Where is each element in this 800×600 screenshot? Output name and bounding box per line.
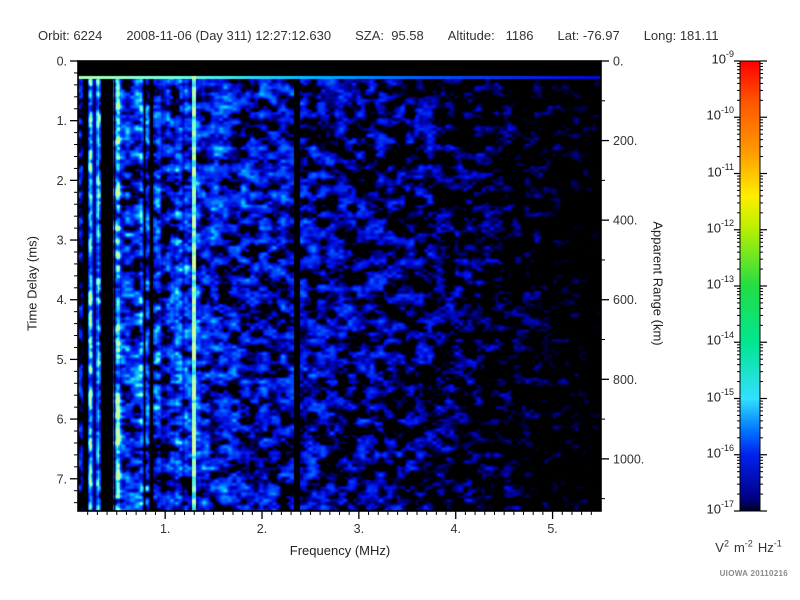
spectrogram-canvas bbox=[78, 61, 601, 511]
header-latitude: Lat: -76.97 bbox=[557, 28, 620, 43]
svg-text:4.: 4. bbox=[451, 522, 461, 536]
y-axis-title-right: Apparent Range (km) bbox=[650, 221, 666, 346]
header-sza: SZA: 95.58 bbox=[355, 28, 424, 43]
right-axis-ticks: 0. 200. 400. 600. 800. 1000. bbox=[601, 55, 644, 500]
header-datetime: 2008-11-06 (Day 311) 12:27:12.630 bbox=[126, 28, 332, 43]
watermark: UIOWA 20110216 bbox=[719, 569, 788, 578]
colorbar-tick-label: 10-13 bbox=[706, 274, 734, 292]
svg-text:2.: 2. bbox=[257, 522, 267, 536]
svg-text:7.: 7. bbox=[57, 472, 67, 486]
colorbar-tick-label: 10-14 bbox=[706, 330, 734, 348]
svg-text:2.: 2. bbox=[57, 174, 67, 188]
svg-text:1.: 1. bbox=[160, 522, 170, 536]
svg-text:5.: 5. bbox=[57, 353, 67, 367]
svg-text:600.: 600. bbox=[613, 293, 637, 307]
header-altitude: Altitude: 1186 bbox=[447, 28, 534, 43]
colorbar bbox=[734, 60, 767, 512]
colorbar-tick-label: 10-11 bbox=[707, 161, 734, 179]
colorbar-tick-label: 10-16 bbox=[706, 442, 734, 461]
x-axis-title: Frequency (MHz) bbox=[289, 543, 391, 558]
colorbar-tick-label: 10-12 bbox=[706, 217, 734, 236]
svg-text:3.: 3. bbox=[354, 522, 364, 536]
x-axis-ticks: 1. 2. 3. 4. 5. bbox=[87, 511, 592, 536]
header-longitude: Long: 181.11 bbox=[643, 28, 719, 43]
svg-text:3.: 3. bbox=[57, 234, 67, 248]
colorbar-unit-label: V2 m-2 Hz-1 bbox=[715, 539, 782, 556]
svg-text:1.: 1. bbox=[57, 114, 67, 128]
colorbar-tick-label: 10-10 bbox=[706, 105, 734, 123]
colorbar-tick-label: 10-9 bbox=[711, 49, 734, 67]
colorbar-tick-label: 10-17 bbox=[706, 499, 734, 517]
colorbar-tick-label: 10-15 bbox=[706, 386, 734, 404]
svg-text:800.: 800. bbox=[613, 373, 637, 387]
svg-text:0.: 0. bbox=[613, 55, 623, 69]
header-orbit: Orbit: 6224 bbox=[38, 28, 103, 43]
svg-text:0.: 0. bbox=[57, 55, 67, 69]
y-axis-ticks: 0. 1. 2. 3. 4. 5. 6. 7. bbox=[57, 55, 78, 504]
svg-text:4.: 4. bbox=[57, 293, 67, 307]
svg-text:6.: 6. bbox=[57, 413, 67, 427]
header-telemetry: Orbit: 6224 2008-11-06 (Day 311) 12:27:1… bbox=[38, 28, 782, 43]
svg-text:5.: 5. bbox=[547, 522, 557, 536]
svg-text:200.: 200. bbox=[613, 134, 637, 148]
svg-text:400.: 400. bbox=[613, 214, 637, 228]
y-axis-title-left: Time Delay (ms) bbox=[24, 236, 40, 331]
svg-text:1000.: 1000. bbox=[613, 452, 644, 466]
